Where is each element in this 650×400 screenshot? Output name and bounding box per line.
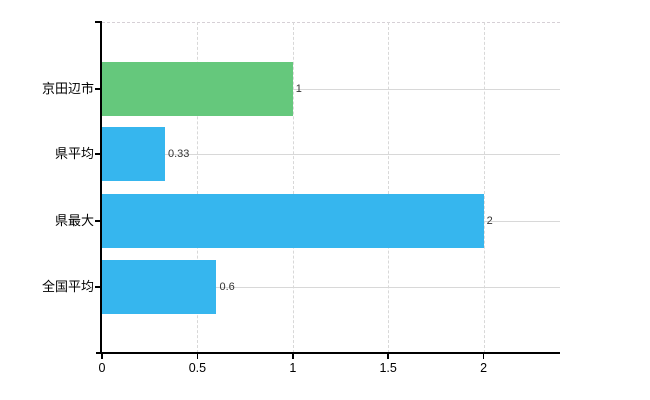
bar [102, 194, 484, 248]
v-gridline [483, 22, 485, 353]
bar-value-label: 2 [486, 215, 493, 227]
plot-top-border [102, 22, 560, 23]
bar-value-label: 0.33 [167, 148, 190, 160]
category-label: 京田辺市 [41, 81, 94, 96]
bar [102, 127, 165, 181]
v-gridline [292, 22, 294, 353]
bar [102, 62, 293, 116]
x-tick [292, 353, 294, 359]
category-label: 県平均 [54, 146, 94, 161]
h-gridline [102, 154, 560, 155]
bar [102, 260, 217, 314]
x-tick [101, 353, 103, 359]
y-tick [95, 21, 102, 23]
x-tick-label: 2 [480, 361, 488, 375]
x-tick-label: 1.5 [379, 361, 397, 375]
x-tick [196, 353, 199, 359]
v-gridline [388, 22, 390, 353]
y-tick [95, 220, 102, 222]
v-gridline [197, 22, 199, 353]
y-tick [95, 286, 102, 288]
x-tick [387, 353, 389, 359]
y-tick [95, 88, 102, 90]
x-tick [482, 353, 485, 359]
y-axis-line [100, 22, 102, 353]
x-axis-line [96, 352, 560, 354]
y-tick [95, 153, 102, 155]
category-label: 県最大 [54, 213, 94, 228]
h-gridline [102, 287, 560, 288]
bar-value-label: 1 [295, 83, 302, 95]
h-gridline [102, 89, 560, 90]
bar-value-label: 0.6 [219, 281, 235, 293]
x-tick-label: 0 [98, 361, 106, 375]
x-tick-label: 1 [289, 361, 297, 375]
x-tick-label: 0.5 [188, 361, 207, 375]
category-label: 全国平均 [41, 279, 94, 294]
